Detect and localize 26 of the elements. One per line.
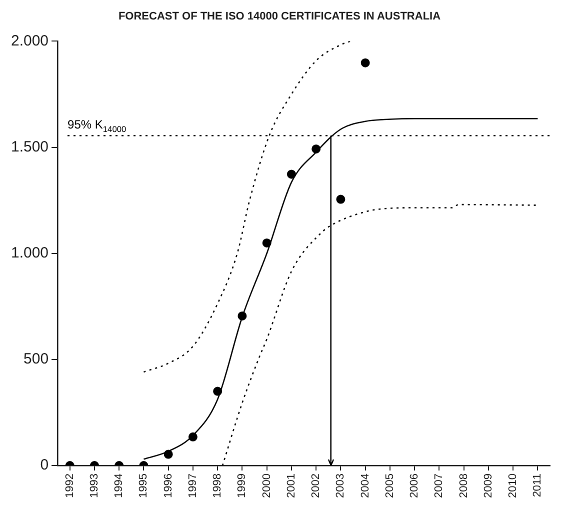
y-tick-label: 1.500	[10, 138, 49, 156]
y-tick-label: 1.000	[10, 244, 49, 262]
x-tick-label: 1995	[138, 474, 150, 498]
x-tick-label: 1994	[113, 474, 126, 498]
x-tick-label: 2002	[310, 474, 322, 498]
x-tick-label: 2001	[285, 474, 298, 498]
x-tick-label: 2005	[384, 474, 396, 498]
y-tick-label: 0	[40, 456, 49, 474]
x-tick-label: 2006	[408, 474, 421, 498]
x-tick-label: 1999	[236, 474, 248, 498]
y-tick-label: 2.000	[10, 32, 49, 50]
chart-title: FORECAST OF THE ISO 14000 CERTIFICATES IN AUSTRALIA	[118, 10, 441, 23]
x-tick-label: 2007	[433, 474, 446, 498]
x-tick-label: 1992	[64, 474, 76, 498]
x-tick-label: 2011	[532, 474, 544, 498]
x-tick-label: 1998	[212, 474, 224, 498]
x-tick-label: 2004	[359, 474, 372, 498]
x-tick-label: 2003	[334, 474, 347, 498]
x-tick-label: 1993	[88, 474, 101, 498]
x-tick-label: 2010	[507, 474, 520, 498]
x-tick-label: 2009	[482, 474, 494, 498]
x-tick-label: 1996	[162, 474, 174, 498]
x-tick-label: 2000	[260, 474, 273, 498]
y-tick-label: 500	[24, 350, 49, 368]
x-tick-label: 1997	[186, 474, 199, 498]
x-tick-label: 2008	[458, 474, 470, 498]
